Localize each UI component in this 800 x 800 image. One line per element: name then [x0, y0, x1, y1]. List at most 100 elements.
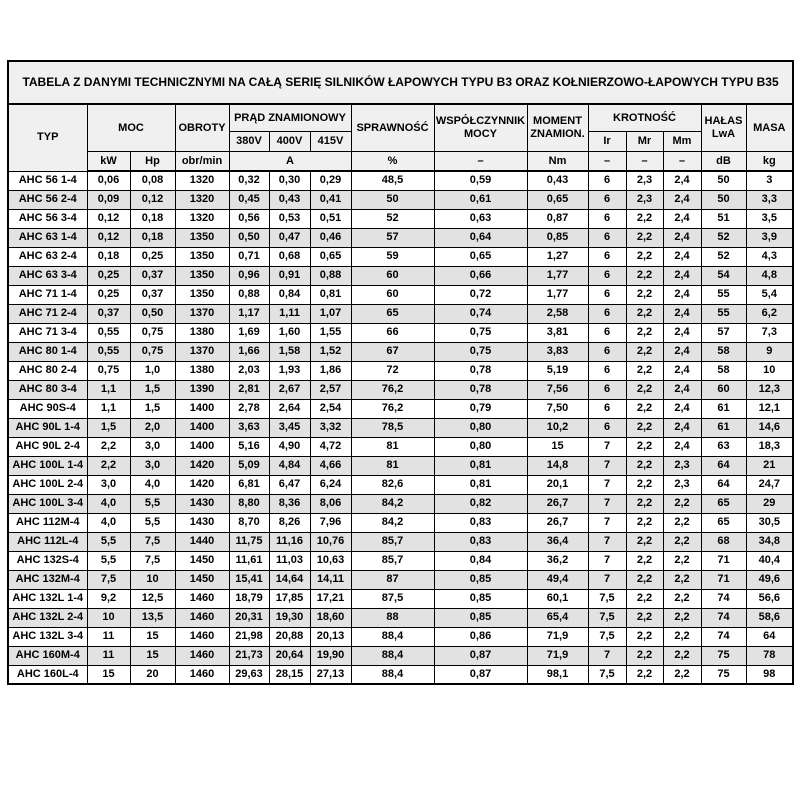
table-cell: 1400: [174, 398, 230, 419]
table-cell: 64: [745, 626, 794, 647]
table-cell: 2,2: [625, 512, 664, 533]
cell-typ: AHC 71 3-4: [7, 322, 88, 343]
table-cell: 1370: [174, 303, 230, 324]
table-cell: 7: [587, 455, 627, 476]
table-cell: 2,4: [662, 436, 702, 457]
table-cell: 49,4: [526, 569, 589, 590]
table-cell: 4,0: [86, 493, 131, 514]
table-cell: 61: [700, 398, 747, 419]
table-cell: 1400: [174, 436, 230, 457]
table-cell: 6: [587, 322, 627, 343]
table-cell: 2,2: [662, 493, 702, 514]
table-cell: 6,2: [745, 303, 794, 324]
subheader-mm: Mm: [662, 131, 702, 152]
table-cell: 40,4: [745, 550, 794, 571]
table-cell: 82,6: [350, 474, 435, 495]
table-cell: 2,4: [662, 170, 702, 191]
table-cell: 10,76: [309, 531, 352, 552]
table-cell: 2,2: [625, 626, 664, 647]
table-cell: 1400: [174, 417, 230, 438]
cell-typ: AHC 132L 2-4: [7, 607, 88, 628]
table-cell: 2,2: [625, 398, 664, 419]
table-cell: 4,66: [309, 455, 352, 476]
table-cell: 10,63: [309, 550, 352, 571]
table-cell: 6: [587, 303, 627, 324]
table-cell: 20,88: [268, 626, 311, 647]
unit-dash-mm: –: [662, 151, 702, 172]
table-cell: 1320: [174, 189, 230, 210]
table-cell: 0,37: [129, 284, 176, 305]
table-cell: 1,5: [129, 398, 176, 419]
table-cell: 2,2: [625, 284, 664, 305]
table-cell: 2,2: [625, 436, 664, 457]
table-cell: 0,65: [526, 189, 589, 210]
table-cell: 0,91: [268, 265, 311, 286]
table-cell: 19,30: [268, 607, 311, 628]
title-row: TABELA Z DANYMI TECHNICZNYMI NA CAŁĄ SER…: [7, 60, 794, 105]
table-cell: 0,80: [433, 436, 528, 457]
table-cell: 57: [700, 322, 747, 343]
col-header-wspolczynnik-mocy: WSPÓŁCZYNNIK MOCY: [433, 103, 528, 152]
table-cell: 0,81: [309, 284, 352, 305]
unit-kw: kW: [86, 151, 131, 172]
table-cell: 6: [587, 341, 627, 362]
table-cell: 7: [587, 569, 627, 590]
cell-typ: AHC 56 2-4: [7, 189, 88, 210]
table-cell: 71: [700, 550, 747, 571]
table-cell: 0,12: [129, 189, 176, 210]
table-cell: 0,71: [228, 246, 270, 267]
table-cell: 18,60: [309, 607, 352, 628]
table-cell: 2,2: [625, 550, 664, 571]
table-cell: 5,16: [228, 436, 270, 457]
table-cell: 2,2: [662, 569, 702, 590]
table-cell: 49,6: [745, 569, 794, 590]
table-row: AHC 56 3-4 0,12 0,18 1320 0,56 0,53 0,51 52 0,63…: [7, 208, 794, 229]
table-cell: 88,4: [350, 626, 435, 647]
table-cell: 85,7: [350, 531, 435, 552]
table-cell: 1460: [174, 645, 230, 666]
table-cell: 0,12: [86, 227, 131, 248]
table-row: AHC 71 3-4 0,55 0,75 1380 1,69 1,60 1,55 66 0,75…: [7, 322, 794, 343]
table-cell: 2,4: [662, 417, 702, 438]
table-cell: 6: [587, 360, 627, 381]
table-cell: 7,96: [309, 512, 352, 533]
table-cell: 7,50: [526, 398, 589, 419]
table-cell: 1320: [174, 170, 230, 191]
table-cell: 2,0: [129, 417, 176, 438]
table-cell: 78,5: [350, 417, 435, 438]
table-cell: 2,3: [625, 189, 664, 210]
table-cell: 84,2: [350, 493, 435, 514]
table-cell: 64: [700, 455, 747, 476]
table-row: AHC 90S-4 1,1 1,5 1400 2,78 2,64 2,54 76,2 0,79 7…: [7, 398, 794, 419]
table-cell: 87,5: [350, 588, 435, 609]
table-cell: 0,83: [433, 512, 528, 533]
table-cell: 55: [700, 303, 747, 324]
table-cell: 29,63: [228, 664, 270, 685]
cell-typ: AHC 160M-4: [7, 645, 88, 666]
table-cell: 1,93: [268, 360, 311, 381]
table-cell: 98: [745, 664, 794, 685]
table-cell: 2,2: [662, 645, 702, 666]
table-cell: 21: [745, 455, 794, 476]
cell-typ: AHC 80 3-4: [7, 379, 88, 400]
table-cell: 0,50: [228, 227, 270, 248]
table-cell: 3,9: [745, 227, 794, 248]
table-cell: 5,5: [86, 531, 131, 552]
table-cell: 60: [350, 284, 435, 305]
table-cell: 2,3: [625, 170, 664, 191]
table-cell: 1450: [174, 569, 230, 590]
table-cell: 1420: [174, 474, 230, 495]
table-row: AHC 80 1-4 0,55 0,75 1370 1,66 1,58 1,52 67 0,75…: [7, 341, 794, 362]
table-cell: 68: [700, 531, 747, 552]
table-cell: 0,08: [129, 170, 176, 191]
table-cell: 14,8: [526, 455, 589, 476]
table-cell: 50: [700, 189, 747, 210]
table-cell: 0,59: [433, 170, 528, 191]
motor-spec-table-wrap: TABELA Z DANYMI TECHNICZNYMI NA CAŁĄ SER…: [7, 60, 795, 685]
table-cell: 2,78: [228, 398, 270, 419]
cell-typ: AHC 71 1-4: [7, 284, 88, 305]
table-cell: 2,4: [662, 398, 702, 419]
table-row: AHC 160M-4 11 15 1460 21,73 20,64 19,90 88,4 0,8…: [7, 645, 794, 666]
table-cell: 72: [350, 360, 435, 381]
unit-nm: Nm: [526, 151, 589, 172]
